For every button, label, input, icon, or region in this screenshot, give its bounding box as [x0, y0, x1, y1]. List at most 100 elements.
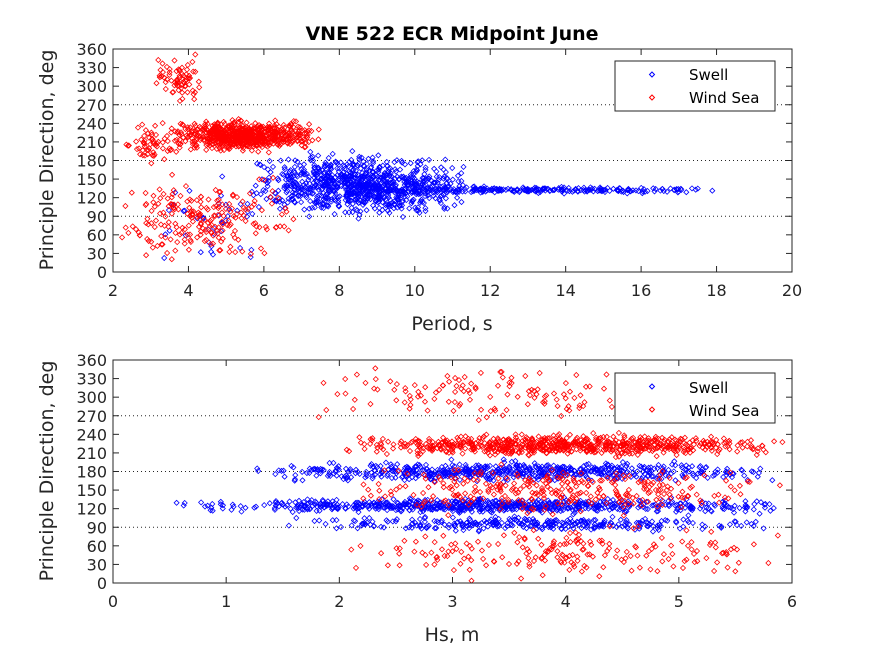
- data-point: [294, 502, 301, 509]
- data-point: [387, 505, 395, 512]
- data-point: [388, 173, 395, 180]
- data-point: [159, 241, 166, 248]
- data-point: [510, 188, 517, 195]
- data-point: [209, 138, 216, 145]
- data-point: [441, 173, 448, 180]
- data-point: [184, 210, 191, 217]
- data-point: [367, 176, 374, 183]
- data-point: [318, 179, 325, 187]
- data-point: [385, 165, 392, 173]
- x-tick-label: 10: [405, 281, 425, 300]
- data-point: [261, 502, 268, 509]
- data-point: [317, 500, 324, 507]
- data-point: [290, 216, 297, 223]
- data-point: [420, 175, 427, 182]
- data-point: [332, 189, 339, 196]
- data-point: [365, 502, 372, 509]
- data-point: [442, 195, 449, 202]
- data-point: [497, 505, 504, 512]
- data-point: [340, 168, 347, 175]
- data-point: [348, 156, 355, 163]
- data-point: [217, 188, 224, 195]
- data-point: [290, 168, 298, 175]
- data-point: [454, 505, 461, 512]
- y-tick-label: 120: [76, 189, 107, 208]
- data-point: [143, 252, 150, 259]
- data-point: [298, 138, 305, 145]
- data-point: [721, 499, 728, 507]
- data-point: [227, 243, 234, 250]
- data-point: [565, 504, 572, 511]
- data-point: [370, 158, 377, 165]
- data-point: [473, 503, 480, 510]
- data-point: [176, 83, 183, 90]
- data-point: [172, 220, 179, 227]
- data-point: [327, 165, 334, 172]
- data-point: [180, 207, 187, 215]
- data-point: [345, 180, 352, 188]
- data-point: [624, 186, 632, 193]
- data-point: [435, 176, 442, 183]
- data-point: [577, 187, 584, 194]
- data-point: [541, 185, 549, 192]
- data-point: [418, 196, 425, 203]
- data-point: [513, 506, 520, 513]
- data-point: [430, 189, 437, 196]
- data-point: [181, 236, 188, 243]
- data-point: [231, 119, 238, 126]
- data-point: [236, 124, 243, 131]
- data-point: [274, 175, 281, 182]
- top-x-axis-label: Period, s: [411, 313, 492, 335]
- data-point: [132, 226, 140, 233]
- data-point: [320, 205, 327, 212]
- y-tick-label: 30: [87, 244, 107, 263]
- data-point: [161, 156, 168, 163]
- data-point: [751, 501, 758, 508]
- data-point: [458, 198, 465, 206]
- data-point: [182, 83, 189, 90]
- data-point: [212, 186, 219, 194]
- data-point: [390, 496, 397, 503]
- y-tick-label: 270: [76, 96, 107, 115]
- data-point: [525, 188, 533, 195]
- data-point: [624, 460, 631, 467]
- data-point: [233, 129, 240, 136]
- data-point: [176, 144, 183, 151]
- data-point: [129, 223, 136, 230]
- data-points: [119, 51, 716, 263]
- data-point: [406, 205, 413, 212]
- data-point: [188, 208, 195, 215]
- data-point: [251, 504, 258, 511]
- data-point: [437, 193, 444, 200]
- data-point: [174, 76, 181, 83]
- data-point: [677, 507, 684, 514]
- data-point: [191, 96, 198, 103]
- data-point: [160, 209, 167, 216]
- data-point: [385, 202, 393, 209]
- data-point: [329, 504, 336, 511]
- data-point: [284, 172, 291, 179]
- data-point: [360, 503, 367, 510]
- data-point: [477, 495, 484, 502]
- data-point: [341, 183, 348, 190]
- data-point: [547, 187, 554, 194]
- data-point: [550, 187, 557, 194]
- data-point: [221, 132, 228, 140]
- data-point: [401, 175, 408, 182]
- data-point: [164, 138, 171, 145]
- data-point: [334, 193, 342, 201]
- data-point: [235, 142, 242, 149]
- data-point: [377, 174, 384, 181]
- data-point: [284, 199, 291, 206]
- data-point: [261, 164, 268, 171]
- data-point: [413, 166, 420, 173]
- data-point: [159, 120, 166, 127]
- data-point: [176, 66, 183, 73]
- data-point: [198, 499, 205, 506]
- data-point: [590, 505, 597, 512]
- data-point: [197, 136, 204, 144]
- data-point: [580, 187, 587, 194]
- data-point: [420, 508, 427, 515]
- data-point: [257, 131, 264, 138]
- data-point: [271, 197, 278, 204]
